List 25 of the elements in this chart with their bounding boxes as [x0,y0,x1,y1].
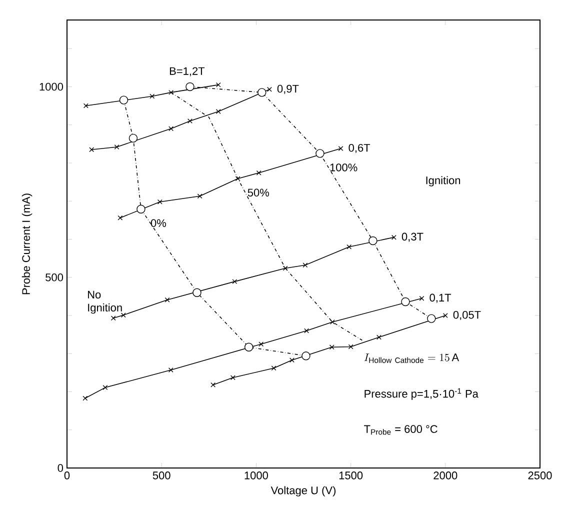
series-label: 50% [248,188,269,197]
series-label: B=1,2T [170,67,205,76]
annotation: $I_{\mathrm{Hollow\ Cathode}}=15\,\mathrm{A}$ [364,354,460,363]
annotation: T$_{Probe}$ = 600 °C [364,425,438,435]
series-label: 0,1T [430,294,452,303]
y-axis-title: Probe Current I (mA) [22,194,32,294]
series-label: 100% [330,164,358,172]
series-label: 0% [150,219,166,228]
series-label: 0,9T [277,84,299,94]
series-label: 0,6T [348,144,370,154]
x-tick-label: 2500 [528,472,552,480]
series-label: 0,05T [453,310,481,320]
x-tick-label: 1000 [244,472,268,480]
y-tick-label: 0 [58,464,64,472]
y-tick-label: 500 [46,273,64,282]
x-axis-title: Voltage U (V) [270,486,336,496]
x-tick-label: 0 [64,472,70,480]
series-label: 0,3T [402,232,424,242]
y-tick-label: 1000 [40,82,64,91]
x-tick-label: 2000 [434,472,458,480]
x-tick-label: 500 [152,472,170,480]
annotation: No Ignition [88,290,122,314]
annotation: Ignition [426,176,460,186]
x-tick-label: 1500 [339,472,363,480]
annotation: Pressure p=1,5·10$^{-1}$ Pa [364,388,478,400]
